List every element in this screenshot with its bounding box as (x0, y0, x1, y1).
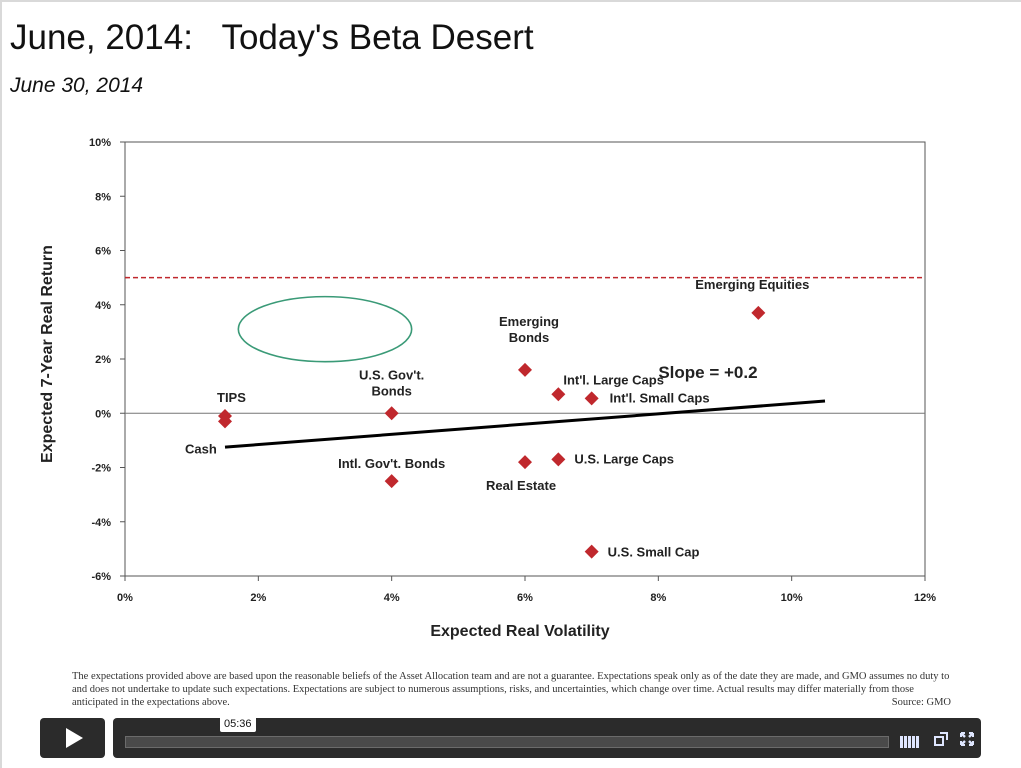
time-display: 05:36 (220, 716, 256, 732)
share-icon[interactable] (934, 732, 948, 746)
point-label: U.S. Gov't. Bonds (359, 367, 424, 398)
data-point (584, 391, 599, 406)
x-tick-label: 10% (781, 592, 803, 604)
y-tick-label: -4% (91, 517, 111, 529)
data-point (384, 406, 399, 421)
fullscreen-icon[interactable] (960, 732, 974, 746)
x-tick-label: 2% (250, 592, 266, 604)
y-tick-label: -2% (91, 463, 111, 475)
source-note: Source: GMO (891, 697, 951, 708)
point-label: Emerging Equities (695, 277, 809, 292)
slide-title: June, 2014: Today's Beta Desert (10, 18, 534, 57)
player-controls: 05:36 (113, 716, 981, 758)
x-axis-label: Expected Real Volatility (430, 623, 609, 640)
point-label: Emerging Bonds (499, 314, 559, 345)
x-tick-label: 0% (117, 592, 133, 604)
x-tick-label: 8% (650, 592, 666, 604)
y-tick-label: 10% (89, 137, 111, 149)
play-button[interactable] (40, 718, 105, 758)
data-point (551, 387, 566, 402)
slide-subtitle: June 30, 2014 (10, 74, 144, 97)
data-point (518, 362, 532, 377)
point-label: Real Estate (486, 478, 556, 493)
point-label: TIPS (217, 390, 246, 405)
highlight-ellipse (237, 295, 413, 363)
point-label: U.S. Small Cap (608, 545, 700, 560)
y-tick-label: 0% (95, 408, 111, 420)
x-tick-label: 6% (517, 592, 533, 604)
y-axis-label: Expected 7-Year Real Return (39, 245, 56, 463)
plot-frame (124, 141, 926, 577)
hd-icon[interactable] (900, 735, 922, 748)
point-label: Intl. Gov't. Bonds (338, 456, 445, 471)
y-tick-label: 2% (95, 354, 111, 366)
x-tick-label: 4% (384, 592, 400, 604)
data-point (551, 452, 566, 467)
x-tick-label: 12% (914, 592, 936, 604)
data-point (218, 414, 232, 429)
point-label: Cash (185, 441, 217, 456)
point-label: U.S. Large Caps (574, 451, 674, 466)
y-tick-label: 4% (95, 300, 111, 312)
footnote: The expectations provided above are base… (72, 671, 950, 708)
data-point (751, 305, 766, 320)
y-tick-label: 6% (95, 246, 111, 258)
y-tick-label: 8% (95, 191, 111, 203)
frame-border-left (0, 0, 2, 768)
data-point (584, 544, 599, 559)
slope-label: Slope = +0.2 (658, 363, 757, 382)
play-icon (66, 728, 83, 748)
video-player: 05:36 (40, 716, 981, 758)
frame-border-top (0, 0, 1021, 2)
progress-bar[interactable] (125, 736, 889, 748)
y-tick-label: -6% (91, 571, 111, 583)
point-label: Int'l. Small Caps (610, 390, 710, 405)
data-point (384, 474, 399, 489)
point-label: Int'l. Large Caps (563, 372, 664, 387)
data-point (518, 455, 532, 470)
trend-line (224, 399, 826, 449)
